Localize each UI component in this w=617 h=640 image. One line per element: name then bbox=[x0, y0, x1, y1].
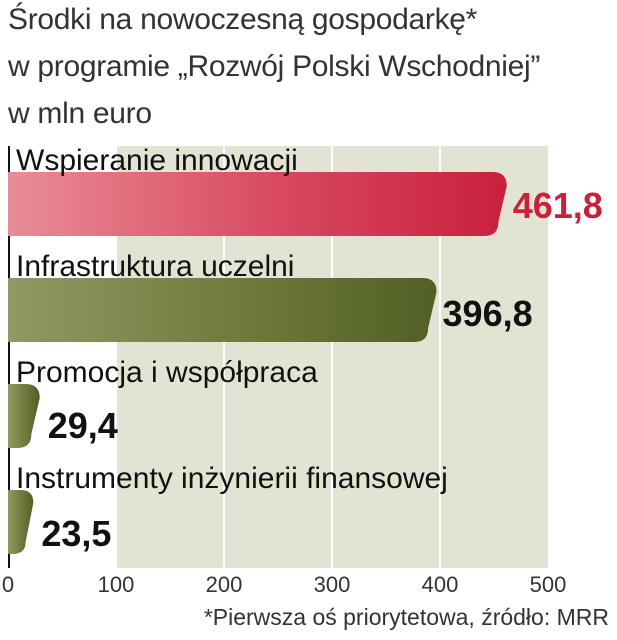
x-tick-label: 100 bbox=[98, 572, 135, 597]
footnote: *Pierwsza oś priorytetowa, źródło: MRR bbox=[203, 604, 609, 630]
x-tick-label: 400 bbox=[422, 572, 459, 597]
category-label: Promocja i współpraca bbox=[16, 356, 318, 389]
value-label: 461,8 bbox=[513, 185, 603, 226]
x-axis-ticks: 0 100 200 300 400 500 bbox=[2, 572, 566, 597]
chart-title-line-2: w programie „Rozwój Polski Wschodniej” bbox=[8, 50, 541, 83]
category-label: Wspieranie innowacji bbox=[16, 144, 298, 177]
bars bbox=[8, 172, 507, 554]
chart-title-line-1: Środki na nowoczesną gospodarkę* bbox=[8, 3, 478, 36]
value-label: 396,8 bbox=[443, 293, 533, 334]
bar-chart: Wspieranie innowacji 461,8 Infrastruktura … bbox=[2, 144, 603, 597]
bar bbox=[8, 172, 507, 236]
category-label: Infrastruktura uczelni bbox=[16, 250, 294, 283]
bar bbox=[8, 278, 437, 342]
chart-title-line-3: w mln euro bbox=[8, 97, 152, 130]
value-label: 29,4 bbox=[48, 405, 118, 446]
value-label: 23,5 bbox=[41, 513, 111, 554]
x-tick-label: 0 bbox=[2, 572, 14, 597]
bar bbox=[8, 384, 40, 448]
x-tick-label: 200 bbox=[206, 572, 243, 597]
labels: Wspieranie innowacji 461,8 Infrastruktura … bbox=[16, 144, 603, 554]
bar bbox=[8, 490, 34, 554]
x-tick-label: 300 bbox=[314, 572, 351, 597]
x-tick-label: 500 bbox=[530, 572, 567, 597]
category-label: Instrumenty inżynierii finansowej bbox=[16, 462, 448, 495]
